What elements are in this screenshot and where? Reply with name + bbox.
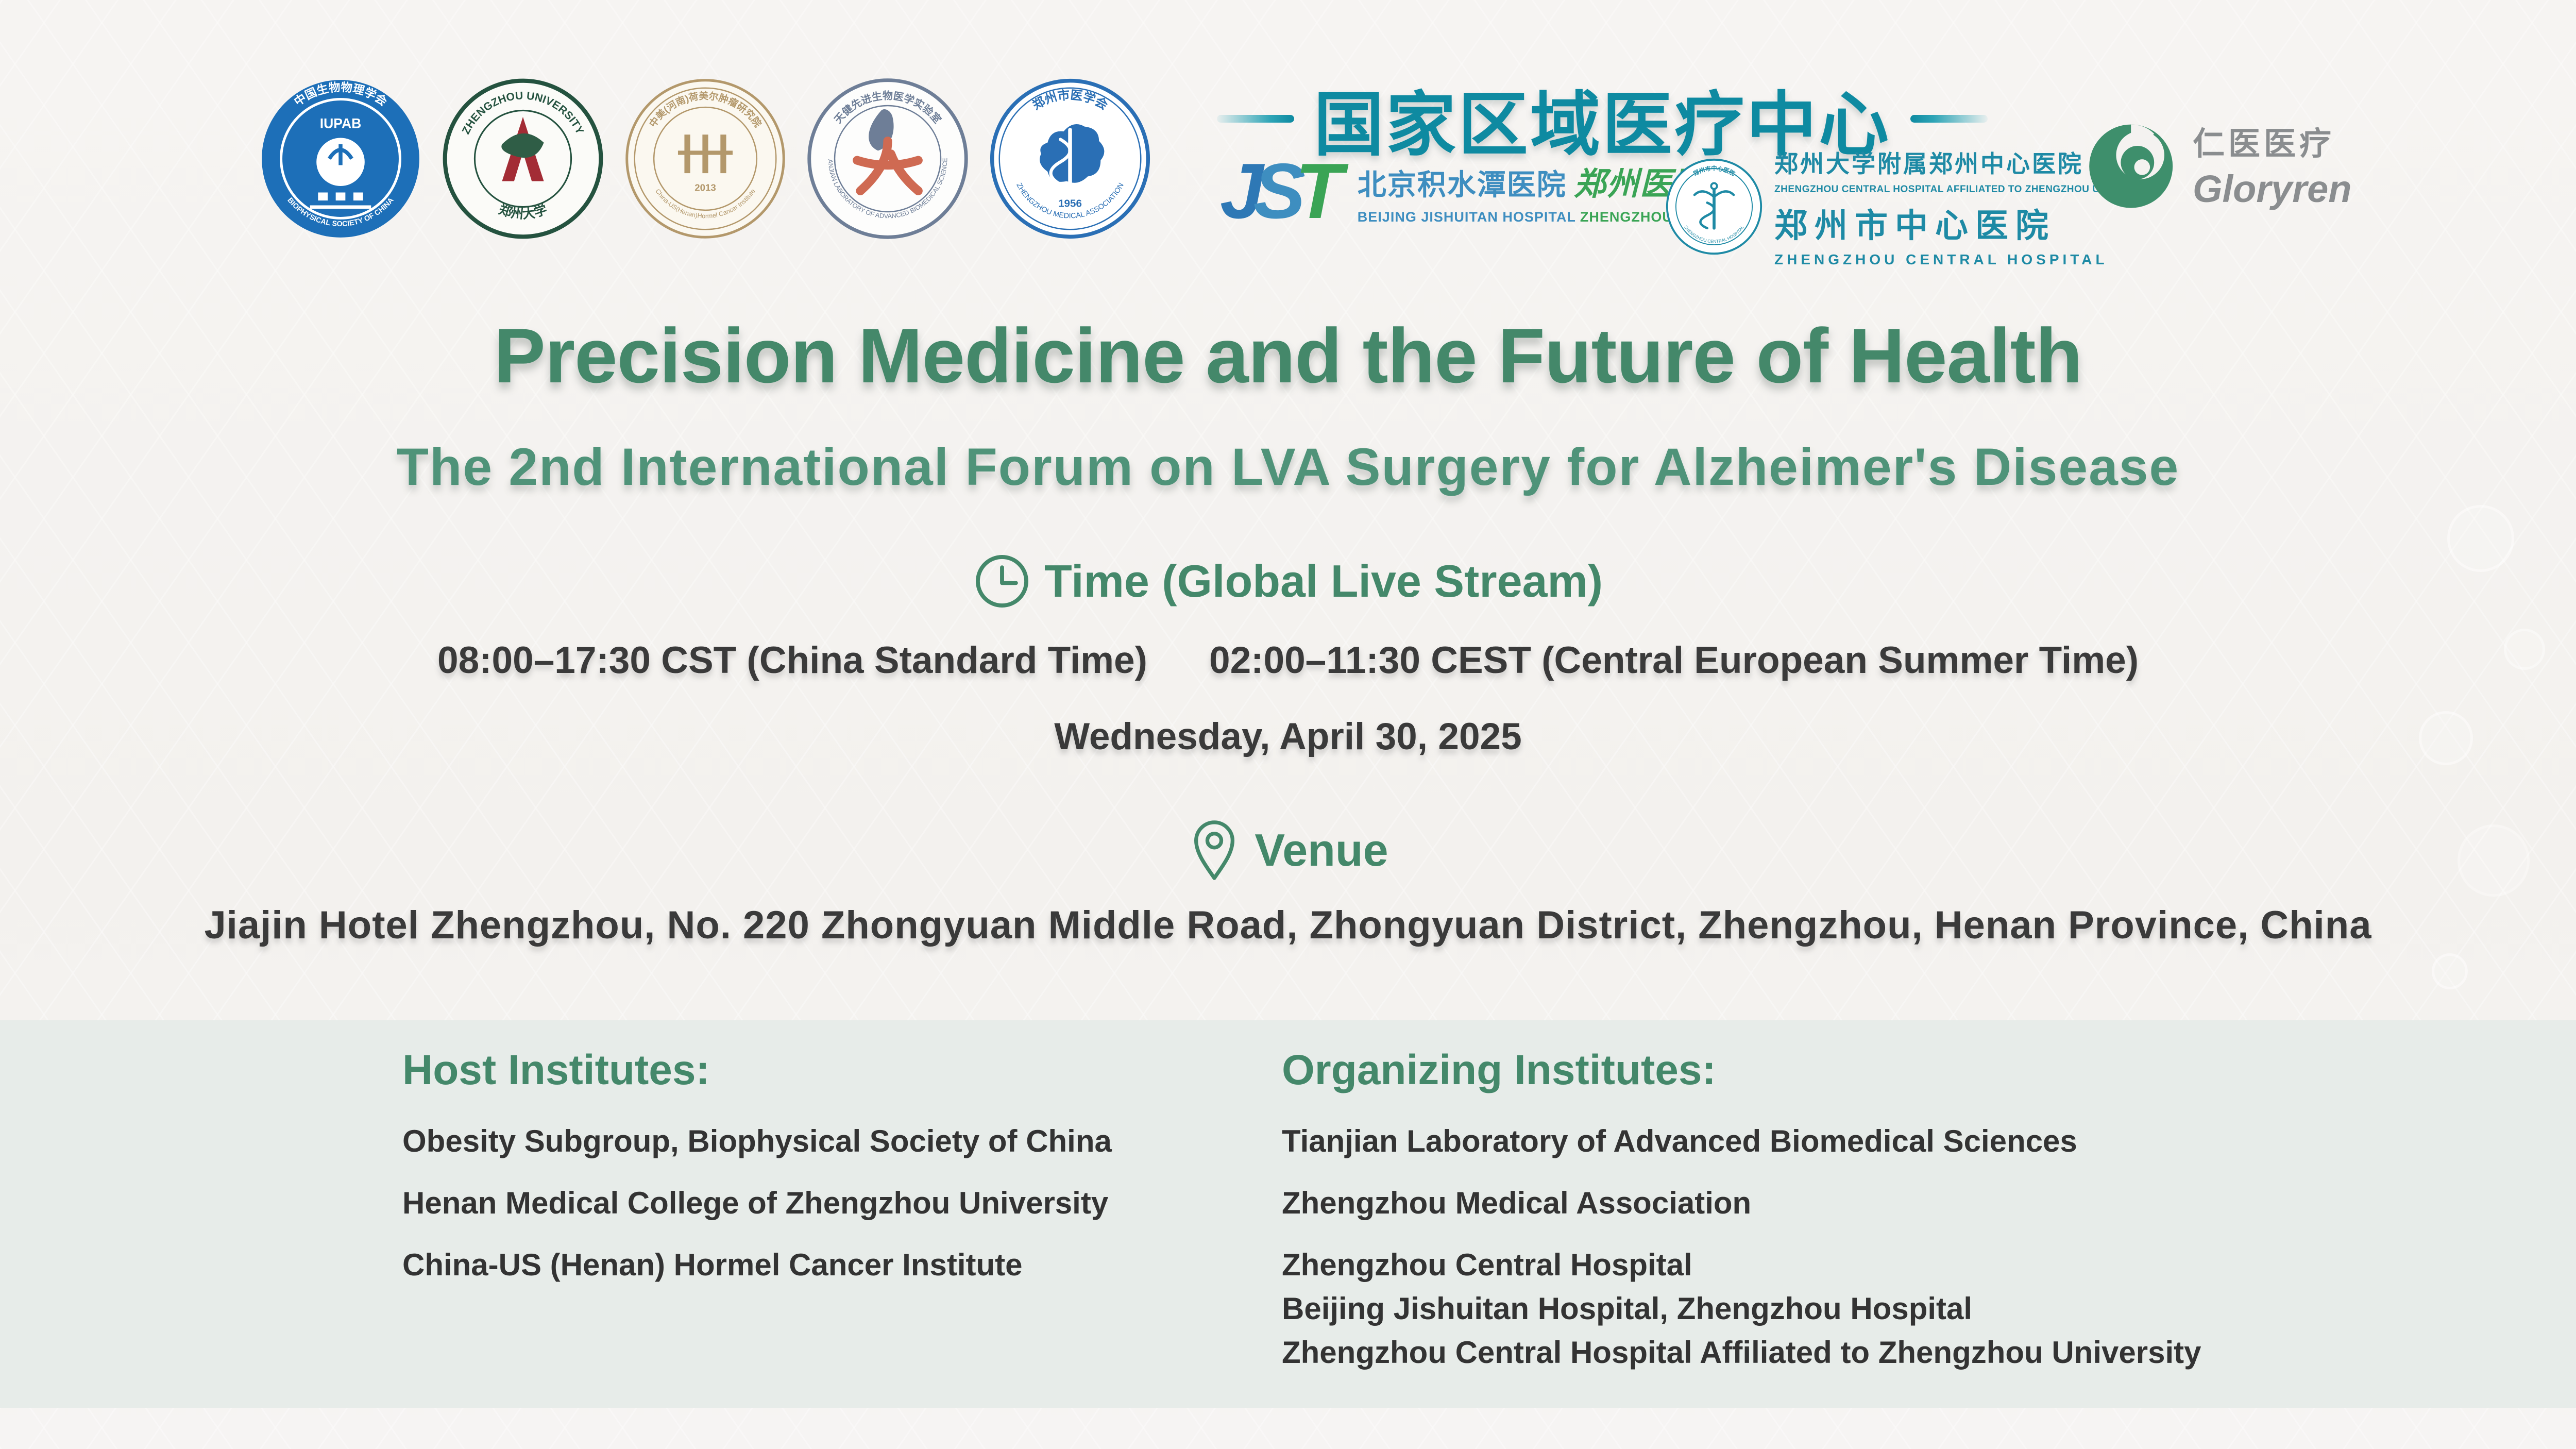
national-center-label: 国家区域医疗中心 <box>1314 85 1891 164</box>
venue-address: Jiajin Hotel Zhengzhou, No. 220 Zhongyua… <box>204 903 2372 947</box>
jishuitan-hospital-logo: JST 北京积水潭医院 郑州医院 BEIJING JISHUITAN HOSPI… <box>1220 152 1751 230</box>
footer-background-band <box>0 1020 2576 1408</box>
badge-zhengzhou-medical-association-logo: 郑州市医学会 ZHENGZHOU MEDICAL ASSOCIATION 195… <box>990 78 1150 239</box>
badge-biophysical-society-logo: 中国生物物理学会 BIOPHYSICAL SOCIETY OF CHINA IU… <box>260 78 421 239</box>
page-subtitle: The 2nd International Forum on LVA Surge… <box>396 437 2180 496</box>
host-institutes-heading: Host Institutes: <box>402 1047 710 1093</box>
badge-zhengzhou-university-logo: ZHENGZHOU UNIVERSITY 郑州大学 <box>443 78 603 239</box>
gradient-dash-right <box>1910 114 1988 123</box>
gloryren-chinese-name: 仁医医疗 <box>2193 126 2335 162</box>
jst-english-name: BEIJING JISHUITAN HOSPITAL <box>1357 209 1576 225</box>
time-values-line: 08:00–17:30 CST (China Standard Time) 02:… <box>0 639 2576 682</box>
gloryren-swirl-icon <box>2086 118 2178 211</box>
gloryren-logo: 仁医医疗 Gloryren <box>2086 117 2351 211</box>
badge-iupab-label: IUPAB <box>320 116 361 131</box>
jst-letter-j: J <box>1220 147 1263 235</box>
tianjian-emblem-strokes <box>853 137 923 195</box>
organizing-institute-item: Tianjian Laboratory of Advanced Biomedic… <box>1282 1124 2077 1158</box>
molecule-decoration-dot <box>2432 953 2468 989</box>
venue-heading-label: Venue <box>1255 824 1388 875</box>
organizing-institute-item: Zhengzhou Central Hospital Affiliated to… <box>1282 1335 2201 1370</box>
zch-affiliated-chinese-name: 郑州大学附属郑州中心医院 <box>1774 150 2083 177</box>
gloryren-english-name: Gloryren <box>2193 167 2352 210</box>
badge-tianjian-laboratory-logo: 天健先进生物医学实验室 TIANJIAN LABORATORY OF ADVAN… <box>807 78 968 239</box>
jst-letter-s: S <box>1253 147 1306 235</box>
university-emblem-leaf <box>501 133 544 158</box>
molecule-decoration-dot <box>2419 711 2473 765</box>
host-institute-item: Henan Medical College of Zhengzhou Unive… <box>402 1186 1109 1220</box>
organizing-institutes-heading: Organizing Institutes: <box>1282 1047 1716 1093</box>
jst-chinese-name: 北京积水潭医院 <box>1357 168 1567 201</box>
badge-year-label: 2013 <box>694 182 716 193</box>
national-regional-medical-center-heading: 国家区域医疗中心 <box>1206 77 1999 164</box>
gradient-dash-left <box>1217 114 1294 123</box>
badge-hormel-institute-logo: 中美(河南)荷美尔肿瘤研究院 2013 China-US(Henan)Horme… <box>625 78 786 239</box>
molecule-decoration-dot <box>2504 629 2545 670</box>
zhengzhou-central-hospital-logo: 郑州市中心医院 ZHENGZHOU CENTRAL HOSPITAL 郑州大学附… <box>1665 145 2154 268</box>
time-section-heading: Time (Global Live Stream) <box>0 550 2576 612</box>
hormel-monogram <box>677 134 733 174</box>
zch-chinese-name: 郑州市中心医院 <box>1774 207 2056 244</box>
institution-badges-row: 中国生物物理学会 BIOPHYSICAL SOCIETY OF CHINA IU… <box>260 78 1150 239</box>
organizing-institute-item: Zhengzhou Central Hospital <box>1282 1248 1692 1282</box>
organizing-institute-item: Beijing Jishuitan Hospital, Zhengzhou Ho… <box>1282 1291 1973 1326</box>
clock-icon <box>973 552 1031 610</box>
host-institute-item: Obesity Subgroup, Biophysical Society of… <box>402 1124 1112 1158</box>
molecule-decoration-dot <box>2458 824 2530 897</box>
host-institute-item: China-US (Henan) Hormel Cancer Institute <box>402 1248 1023 1282</box>
jst-monogram: JST <box>1220 152 1358 230</box>
venue-section-heading: Venue <box>0 810 2576 890</box>
page-title: Precision Medicine and the Future of Hea… <box>494 312 2082 399</box>
molecule-decoration-dot <box>2447 505 2514 572</box>
zch-affiliated-english-name: ZHENGZHOU CENTRAL HOSPITAL AFFILIATED TO… <box>1774 184 2154 195</box>
zch-english-name: ZHENGZHOU CENTRAL HOSPITAL <box>1774 251 2108 267</box>
time-cest: 02:00–11:30 CEST (Central European Summe… <box>1209 639 2139 681</box>
zch-emblem: 郑州市中心医院 ZHENGZHOU CENTRAL HOSPITAL <box>1665 158 1763 256</box>
organizing-institute-item: Zhengzhou Medical Association <box>1282 1186 1752 1220</box>
time-cst: 08:00–17:30 CST (China Standard Time) <box>437 639 1147 681</box>
badge-base-pattern <box>310 192 371 209</box>
time-heading-label: Time (Global Live Stream) <box>1044 555 1603 606</box>
biophysics-glyph <box>328 144 353 165</box>
jst-letter-t: T <box>1295 147 1343 235</box>
medical-staff-glyph <box>1049 128 1072 190</box>
event-date: Wednesday, April 30, 2025 <box>1054 716 1522 757</box>
location-pin-icon <box>1188 812 1241 889</box>
badge-year-label: 1956 <box>1058 198 1082 210</box>
caduceus-glyph <box>1693 182 1735 230</box>
